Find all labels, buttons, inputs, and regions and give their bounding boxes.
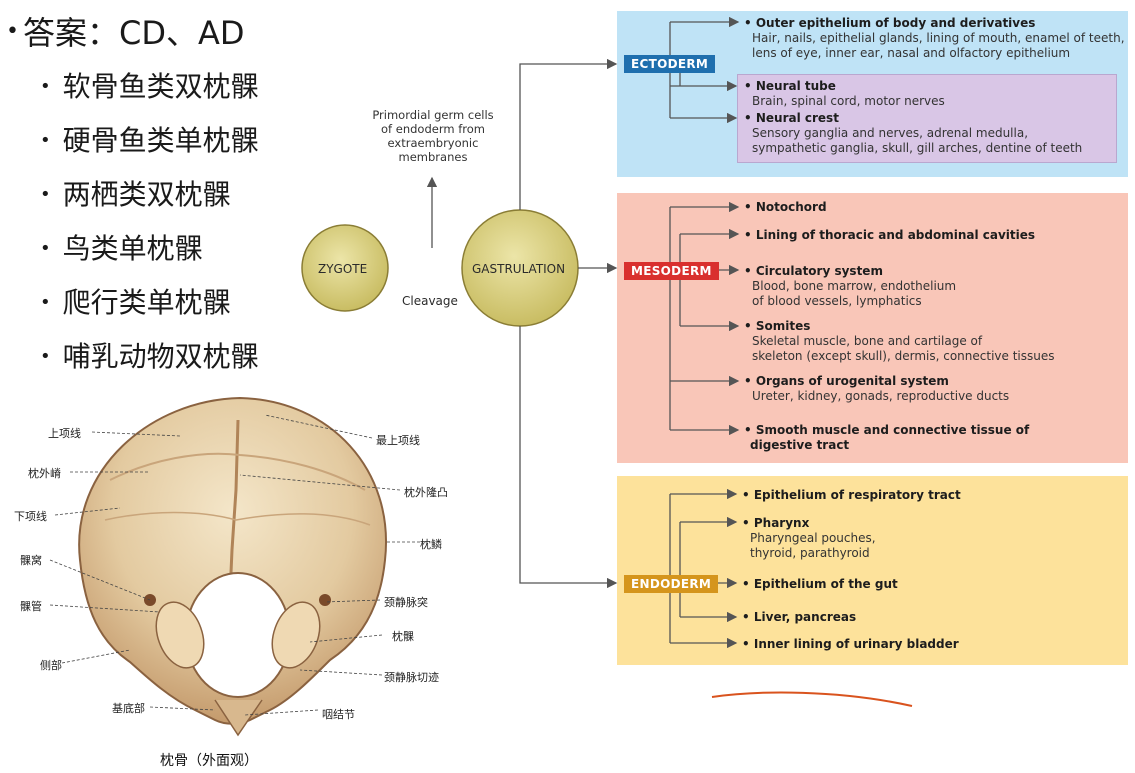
option-list: • 软骨鱼类双枕髁 • 硬骨鱼类单枕髁 • 两栖类双枕髁 • 鸟类单枕髁 • 爬行类单枕髁…: [40, 66, 259, 390]
gastrulation-label: GASTRULATION: [472, 262, 566, 276]
occipital-bone-figure: 上项线 枕外嵴 下项线 髁窝 髁管 侧部 基底部 最上项线 枕外隆凸 枕鳞 颈静…: [0, 380, 470, 773]
hand-annotation-stroke: [711, 691, 913, 707]
option-item: • 鸟类单枕髁: [40, 232, 203, 265]
zygote-label: ZYGOTE: [318, 262, 368, 276]
occipital-bone-drawing: [49, 396, 420, 737]
label-occipital-condyle: 枕髁: [392, 630, 414, 643]
mesoderm-panel: [617, 193, 1128, 463]
label-condylar-canal: 髁管: [20, 600, 42, 613]
answer-line: • 答案：CD、AD: [6, 8, 245, 54]
bullet: •: [6, 19, 19, 44]
label-pharyngeal-tubercle: 咽结节: [322, 708, 355, 721]
option-item: • 哺乳动物双枕髁: [40, 340, 259, 373]
option-item: • 软骨鱼类双枕髁: [40, 70, 259, 103]
cleavage-label: Cleavage: [402, 294, 458, 308]
label-lateral-part: 侧部: [40, 659, 62, 672]
endoderm-panel: [617, 476, 1128, 665]
label-jugular-process: 颈静脉突: [384, 596, 428, 609]
label-highest-nuchal-line: 最上项线: [376, 434, 420, 447]
option-item: • 硬骨鱼类单枕髁: [40, 124, 259, 157]
neural-subpanel: [737, 74, 1117, 163]
label-condylar-fossa: 髁窝: [20, 554, 42, 567]
label-basilar-part: 基底部: [112, 702, 145, 715]
option-item: • 爬行类单枕髁: [40, 286, 231, 319]
figure-caption: 枕骨（外面观）: [160, 753, 258, 769]
label-upper-nuchal-line: 上项线: [48, 427, 81, 440]
pgc-label: Primordial germ cells of endoderm from e…: [372, 108, 494, 164]
label-jugular-notch: 颈静脉切迹: [384, 671, 439, 684]
option-item: • 两栖类双枕髁: [40, 178, 231, 211]
answer-text: 答案：CD、AD: [22, 14, 245, 52]
label-external-crest: 枕外嵴: [28, 467, 61, 480]
label-lower-nuchal-line: 下项线: [14, 510, 47, 523]
label-external-protuberance: 枕外隆凸: [404, 486, 448, 499]
label-occipital-squama: 枕鳞: [420, 538, 442, 551]
